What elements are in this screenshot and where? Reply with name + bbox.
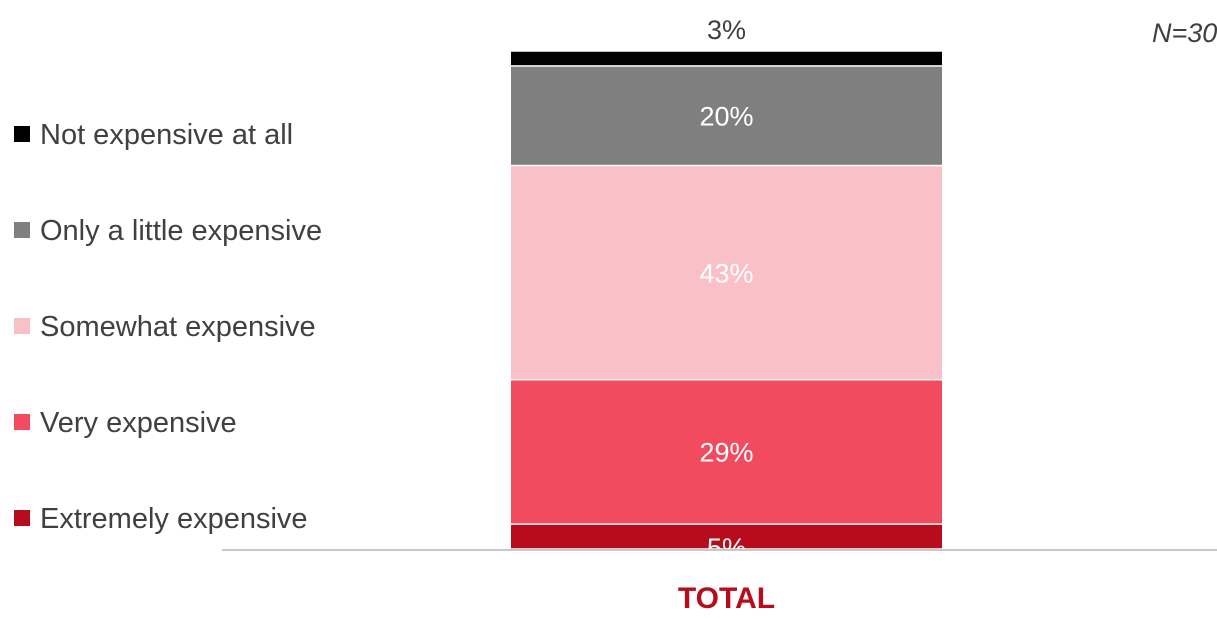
legend-label-somewhat-expensive: Somewhat expensive	[40, 311, 316, 343]
legend-item-only-a-little-expensive: Only a little expensive	[14, 215, 322, 247]
legend-label-not-expensive-at-all: Not expensive at all	[40, 119, 293, 151]
legend-swatch-only-a-little-expensive	[14, 222, 30, 238]
data-label-not-expensive-at-all: 3%	[707, 15, 746, 45]
data-label-somewhat-expensive: 43%	[699, 258, 753, 288]
bar-stack	[511, 51, 942, 549]
bar-segment-somewhat-expensive	[511, 166, 942, 379]
bar-segment-very-expensive	[511, 380, 942, 524]
bar-segment-not-expensive-at-all	[511, 51, 942, 66]
legend-label-very-expensive: Very expensive	[40, 407, 237, 439]
sample-size-annotation: N=30	[1152, 18, 1217, 48]
legend-item-extremely-expensive: Extremely expensive	[14, 503, 308, 535]
category-label-total: TOTAL	[678, 582, 775, 614]
legend-label-extremely-expensive: Extremely expensive	[40, 503, 308, 535]
legend-item-somewhat-expensive: Somewhat expensive	[14, 311, 316, 343]
legend-swatch-not-expensive-at-all	[14, 126, 30, 142]
legend-item-not-expensive-at-all: Not expensive at all	[14, 119, 293, 151]
legend-item-very-expensive: Very expensive	[14, 407, 237, 439]
data-labels: 5% 29% 43% 20% 3%	[699, 15, 753, 563]
data-label-only-a-little-expensive: 20%	[699, 101, 753, 131]
legend-swatch-extremely-expensive	[14, 510, 30, 526]
bar-segment-extremely-expensive	[511, 524, 942, 549]
data-label-very-expensive: 29%	[699, 438, 753, 468]
legend-swatch-somewhat-expensive	[14, 318, 30, 334]
legend-label-only-a-little-expensive: Only a little expensive	[40, 215, 322, 247]
bar-segment-only-a-little-expensive	[511, 66, 942, 165]
legend: Not expensive at all Only a little expens…	[14, 119, 322, 535]
legend-swatch-very-expensive	[14, 414, 30, 430]
data-label-extremely-expensive: 5%	[707, 533, 746, 563]
